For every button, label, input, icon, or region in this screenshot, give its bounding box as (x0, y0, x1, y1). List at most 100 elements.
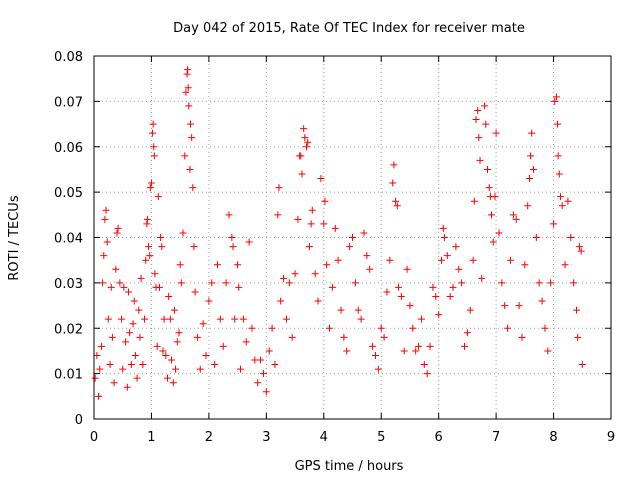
y-tick-label: 0.03 (54, 277, 83, 292)
data-point (326, 324, 334, 332)
data-point (110, 379, 118, 387)
data-point (463, 329, 471, 337)
data-point (303, 143, 311, 151)
data-point (363, 252, 371, 260)
data-point (337, 306, 345, 314)
data-point (394, 283, 402, 291)
data-point (173, 338, 181, 346)
data-point (297, 152, 305, 160)
data-point (455, 265, 463, 273)
data-point (257, 356, 265, 364)
data-point (133, 374, 141, 382)
data-point (554, 120, 562, 128)
data-point (420, 361, 428, 369)
data-point (106, 361, 114, 369)
data-point (527, 152, 535, 160)
data-points (91, 66, 586, 400)
data-point (275, 184, 283, 192)
data-point (288, 333, 296, 341)
data-point (181, 152, 189, 160)
axis-ticks (93, 55, 612, 420)
x-tick-label: 3 (262, 430, 270, 445)
data-point (524, 202, 532, 210)
data-point (525, 175, 533, 183)
data-point (104, 315, 112, 323)
data-point (150, 143, 158, 151)
data-point (262, 388, 270, 396)
data-point (254, 379, 262, 387)
data-point (157, 234, 165, 241)
data-point (570, 279, 578, 287)
data-point (349, 234, 356, 241)
data-point (357, 315, 365, 323)
data-point (528, 129, 536, 137)
data-point (323, 261, 331, 269)
data-point (423, 370, 431, 378)
data-point (99, 279, 107, 287)
data-point (172, 365, 180, 373)
data-point (248, 324, 256, 332)
data-point (228, 234, 236, 241)
data-point (193, 333, 201, 341)
data-point (314, 297, 322, 305)
data-point (509, 211, 517, 219)
data-point (155, 283, 163, 291)
data-point (478, 274, 486, 282)
data-point (482, 120, 490, 128)
data-point (440, 234, 448, 241)
data-point (235, 283, 243, 291)
data-point (143, 215, 151, 223)
data-point (183, 70, 191, 78)
data-point (151, 270, 159, 278)
data-point (169, 379, 177, 387)
data-point (291, 270, 299, 278)
data-point (567, 234, 575, 241)
data-point (472, 116, 480, 124)
data-point (476, 156, 484, 164)
data-point (366, 265, 374, 273)
data-point (107, 283, 115, 291)
data-point (234, 261, 242, 269)
data-point (393, 202, 401, 210)
data-point (189, 184, 197, 192)
data-point (432, 292, 440, 300)
data-point (184, 84, 192, 92)
data-point (417, 315, 425, 323)
data-point (532, 234, 540, 241)
data-point (187, 120, 195, 128)
data-point (321, 197, 329, 205)
data-point (552, 93, 560, 101)
data-point (170, 306, 178, 314)
data-point (475, 134, 483, 142)
data-point (158, 243, 166, 251)
data-point (123, 383, 131, 391)
data-point (124, 288, 132, 296)
data-point (274, 211, 282, 219)
data-point (529, 165, 537, 173)
data-point (558, 202, 566, 210)
data-point (389, 179, 397, 187)
y-tick-label: 0.06 (54, 141, 83, 156)
data-point (380, 333, 388, 341)
x-tick-label: 4 (320, 430, 328, 445)
data-point (400, 347, 408, 355)
data-point (392, 197, 400, 205)
data-point (93, 351, 101, 359)
data-point (143, 220, 151, 228)
data-point (294, 215, 302, 223)
data-point (236, 365, 244, 373)
data-point (145, 243, 153, 251)
y-axis-label: ROTI / TECUs (7, 195, 22, 280)
data-point (108, 333, 116, 341)
data-point (403, 265, 411, 273)
data-point (208, 279, 216, 287)
data-point (153, 342, 161, 350)
data-point (139, 361, 147, 369)
data-point (231, 315, 239, 323)
data-point (409, 324, 417, 332)
data-point (501, 302, 509, 310)
data-point (377, 324, 385, 332)
data-point (239, 315, 247, 323)
data-point (196, 365, 204, 373)
